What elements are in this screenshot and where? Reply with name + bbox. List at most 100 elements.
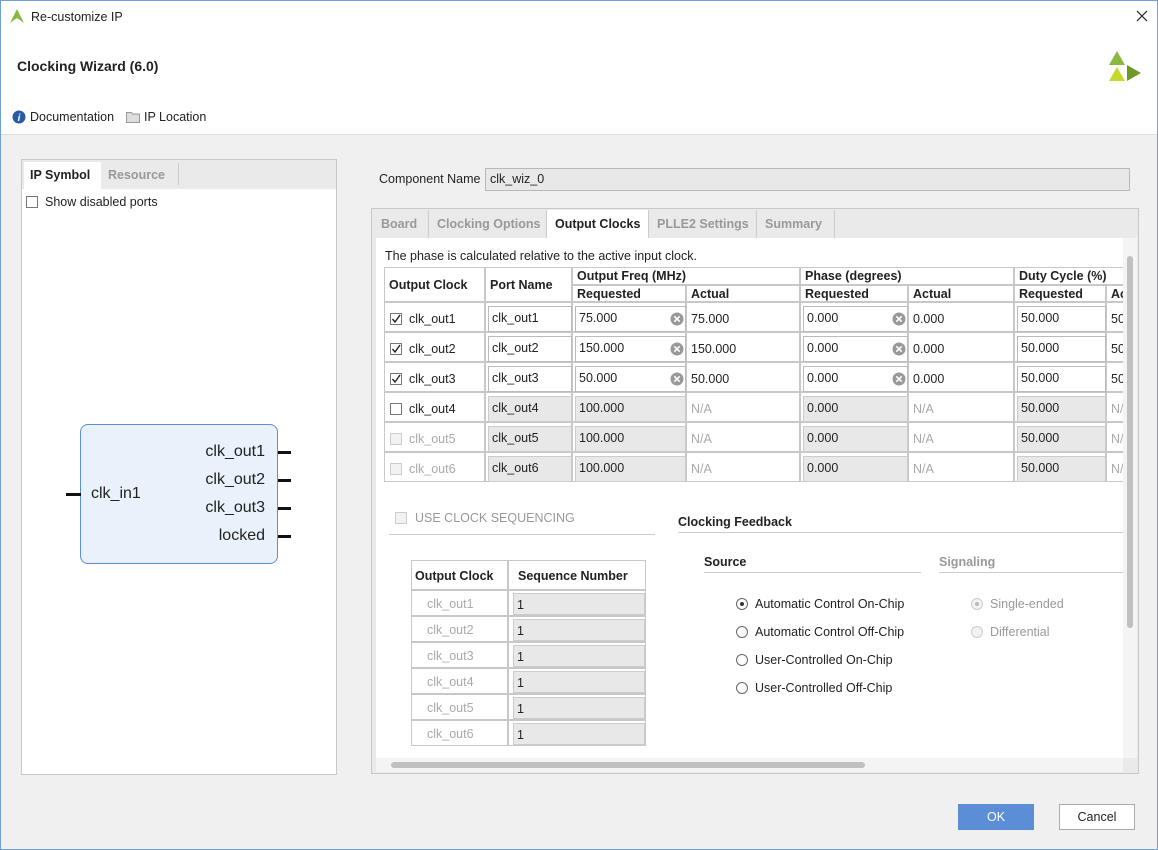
input-value: clk_out1 [492, 311, 539, 325]
clear-icon[interactable] [670, 342, 684, 356]
table-cell [908, 302, 1014, 332]
checkbox-label: Show disabled ports [45, 195, 158, 209]
table-cell [411, 694, 508, 720]
table-cell [508, 560, 646, 590]
actual-value: N/A [913, 402, 934, 416]
text-input[interactable]: 0.000 [803, 306, 908, 332]
text-input[interactable]: 0.000 [803, 366, 908, 392]
input-port: clk_in1 [91, 485, 141, 502]
tab[interactable] [649, 210, 757, 238]
actual-value: N/A [1111, 432, 1123, 446]
text-input[interactable]: clk_out3 [488, 366, 572, 392]
checkbox[interactable] [390, 313, 402, 325]
clear-icon[interactable] [892, 372, 906, 386]
tab[interactable]: Clocking Options [437, 217, 541, 231]
column-header: Port Name [490, 278, 553, 292]
tab[interactable] [757, 210, 835, 238]
table-cell [1014, 267, 1123, 285]
tab[interactable]: Output Clocks [555, 217, 641, 231]
input-value: 0.000 [807, 461, 839, 475]
text-input[interactable]: clk_wiz_0 [485, 168, 1130, 191]
table-cell [686, 452, 800, 482]
input-value: 50.000 [1021, 311, 1060, 325]
text-input[interactable]: clk_out2 [488, 336, 572, 362]
input-value: clk_out4 [492, 401, 539, 415]
checkbox[interactable] [390, 403, 402, 415]
tab[interactable] [373, 210, 429, 238]
clock-name: clk_out5 [409, 432, 456, 446]
table-cell [411, 642, 508, 668]
text-input[interactable]: 75.000 [575, 306, 686, 332]
tab[interactable]: IP Symbol [30, 168, 91, 182]
table-cell [572, 285, 686, 302]
tab-divider [178, 163, 179, 185]
table-cell [686, 285, 800, 302]
text-input[interactable]: 150.000 [575, 336, 686, 362]
close-button[interactable] [1136, 10, 1148, 22]
clear-icon[interactable] [670, 312, 684, 326]
ok-button[interactable]: OK [958, 804, 1034, 830]
table-cell [908, 392, 1014, 422]
link[interactable]: IP Location [144, 110, 207, 124]
radio[interactable] [736, 598, 748, 610]
tab[interactable]: PLLE2 Settings [657, 217, 749, 231]
scroll-thumb[interactable] [1127, 256, 1133, 628]
separator [678, 532, 1123, 533]
text-input: 1 [513, 619, 645, 641]
table-cell [411, 720, 508, 746]
radio-label: User-Controlled On-Chip [755, 653, 893, 667]
tab[interactable] [429, 210, 547, 238]
output-port: clk_out2 [205, 471, 265, 488]
scroll-thumb[interactable] [391, 762, 865, 768]
input-value: 0.000 [807, 371, 839, 385]
column-header: Requested [805, 287, 869, 301]
clear-icon[interactable] [670, 372, 684, 386]
actual-value: N/A [1111, 402, 1123, 416]
table-cell [411, 668, 508, 694]
info-icon: i [12, 110, 26, 124]
radio[interactable] [736, 682, 748, 694]
clock-name: clk_out2 [409, 342, 456, 356]
clear-icon[interactable] [892, 312, 906, 326]
radio[interactable] [736, 626, 748, 638]
checkbox[interactable] [390, 373, 402, 385]
v-scrollbar[interactable] [1123, 238, 1137, 758]
table-cell [686, 422, 800, 452]
field-label: Component Name [379, 172, 481, 186]
checkbox[interactable] [26, 196, 38, 208]
column-header: Phase (degrees) [805, 269, 902, 283]
text-input[interactable]: 50.000 [1017, 306, 1106, 332]
table-cell [572, 267, 800, 285]
tab-active[interactable] [547, 210, 649, 238]
table-cell [686, 362, 800, 392]
text-input[interactable]: 50.000 [1017, 366, 1106, 392]
output-port: clk_out1 [205, 443, 265, 460]
input-value: 50.000 [1021, 461, 1060, 475]
text-input[interactable]: 50.000 [1017, 336, 1106, 362]
radio[interactable] [736, 654, 748, 666]
svg-text:i: i [18, 113, 21, 124]
input-value: 50.000 [1021, 401, 1060, 415]
h-scrollbar[interactable] [376, 758, 1123, 772]
link[interactable]: Documentation [30, 110, 115, 124]
seq-clock: clk_out1 [427, 597, 474, 611]
tab[interactable]: Summary [765, 217, 822, 231]
text-input[interactable]: clk_out1 [488, 306, 572, 332]
column-header: Output Freq (MHz) [577, 269, 687, 283]
tab[interactable]: Resource [108, 168, 165, 182]
tab[interactable]: Board [381, 217, 418, 231]
text-input: clk_out6 [488, 456, 572, 482]
input-value: 50.000 [1021, 371, 1060, 385]
table-cell [908, 332, 1014, 362]
ip-symbol [80, 424, 278, 564]
text-input[interactable]: 0.000 [803, 336, 908, 362]
checkbox[interactable] [390, 343, 402, 355]
input-value: clk_wiz_0 [490, 172, 545, 186]
cancel-button[interactable]: Cancel [1059, 804, 1135, 830]
clear-icon[interactable] [892, 342, 906, 356]
table-cell [908, 452, 1014, 482]
text-input: 1 [513, 645, 645, 667]
seq-clock: clk_out3 [427, 649, 474, 663]
input-value: 1 [517, 624, 524, 638]
text-input[interactable]: 50.000 [575, 366, 686, 392]
